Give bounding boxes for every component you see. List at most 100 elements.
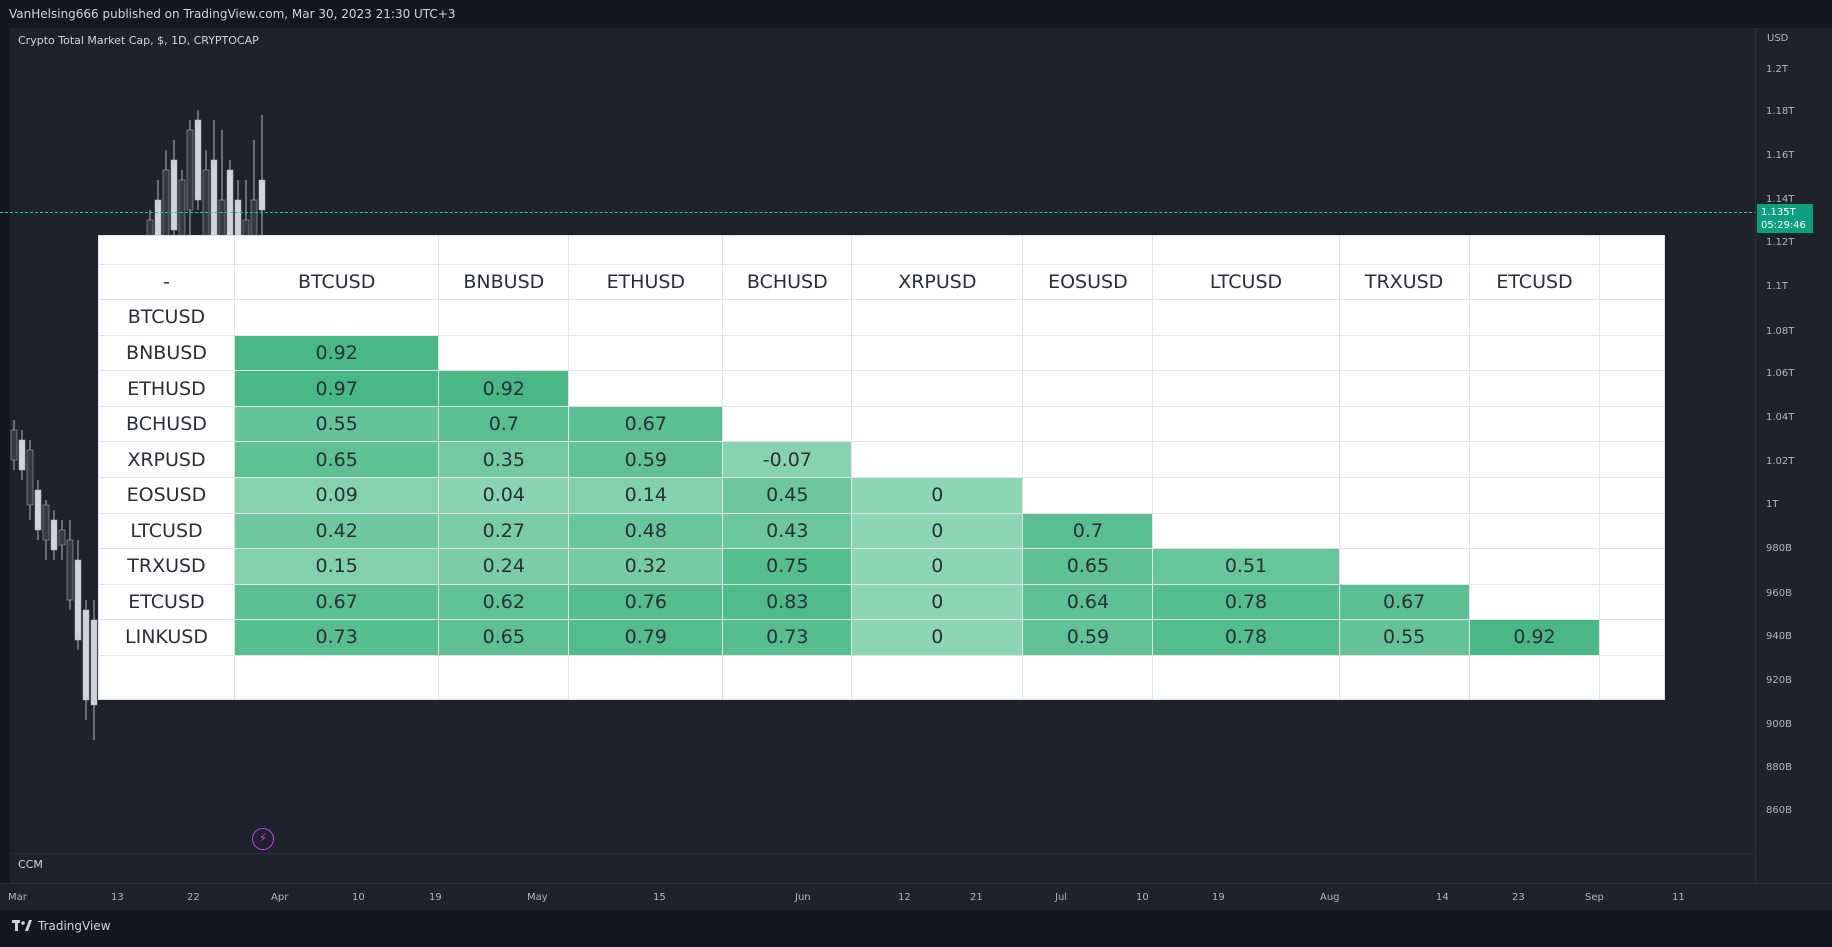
publish-info-text: VanHelsing666 published on TradingView.c… — [9, 7, 456, 21]
table-row: LTCUSD 0.42 0.27 0.48 0.43 0 0.7 — [98, 512, 1665, 550]
table-cell — [851, 654, 1024, 701]
row-header: EOSUSD — [98, 476, 235, 514]
table-cell — [1338, 405, 1470, 443]
correlation-cell: 0 — [851, 583, 1024, 621]
table-row: ETCUSD 0.67 0.62 0.76 0.83 0 0.64 0.78 0.67 — [98, 583, 1665, 621]
column-header: ETCUSD — [1468, 264, 1601, 301]
correlation-cell: 0.78 — [1152, 619, 1340, 656]
table-cell — [1152, 512, 1340, 550]
table-cell — [722, 654, 853, 701]
correlation-cell: 0.51 — [1152, 548, 1340, 585]
time-axis-label: Sep — [1585, 892, 1604, 903]
table-cell — [1152, 441, 1340, 478]
time-axis-label: 22 — [187, 892, 200, 903]
current-price-line — [0, 212, 1757, 213]
table-cell — [1468, 334, 1601, 372]
price-axis[interactable]: USD — [1755, 28, 1832, 908]
column-header: EOSUSD — [1022, 264, 1154, 301]
price-axis-label: 1.1T — [1766, 281, 1789, 292]
table-cell — [1152, 654, 1340, 701]
correlation-cell: 0.76 — [568, 583, 724, 621]
time-axis[interactable] — [0, 883, 1832, 910]
correlation-cell: 0.97 — [233, 370, 440, 407]
correlation-cell: 0.75 — [722, 548, 853, 585]
correlation-cell: 0.7 — [438, 405, 570, 443]
table-cell — [1338, 234, 1470, 266]
column-header: LTCUSD — [1152, 264, 1340, 301]
lightning-icon[interactable]: ⚡ — [252, 828, 274, 850]
table-cell — [568, 370, 724, 407]
table-cell — [1022, 334, 1154, 372]
time-axis-label: 15 — [653, 892, 666, 903]
correlation-cell: 0 — [851, 512, 1024, 550]
price-axis-label: 1.06T — [1766, 368, 1795, 379]
table-cell — [1599, 264, 1665, 301]
table-cell — [1022, 476, 1154, 514]
row-header: BNBUSD — [98, 334, 235, 372]
table-cell — [1599, 299, 1665, 336]
time-axis-label: Jul — [1055, 892, 1068, 903]
price-axis-label: 980B — [1766, 543, 1792, 554]
table-cell — [722, 370, 853, 407]
time-axis-label: 13 — [111, 892, 124, 903]
tradingview-logo[interactable]: TradingView — [12, 919, 111, 933]
chart-title[interactable]: Crypto Total Market Cap, $, 1D, CRYPTOCA… — [18, 34, 259, 47]
row-header: ETCUSD — [98, 583, 235, 621]
table-cell — [1599, 654, 1665, 701]
correlation-cell: 0.35 — [438, 441, 570, 478]
row-header: LINKUSD — [98, 619, 235, 656]
table-cell — [1022, 299, 1154, 336]
table-cell — [851, 405, 1024, 443]
table-cell — [1599, 619, 1665, 656]
table-cell — [1468, 548, 1601, 585]
price-axis-label: 1.14T — [1766, 194, 1795, 205]
correlation-cell: 0.48 — [568, 512, 724, 550]
time-axis-label: May — [527, 892, 548, 903]
correlation-cell: 0 — [851, 476, 1024, 514]
indicator-pane[interactable] — [10, 853, 1755, 883]
row-header: BCHUSD — [98, 405, 235, 443]
column-header: XRPUSD — [851, 264, 1024, 301]
footer — [0, 910, 1832, 947]
current-price-value: 1.135T — [1761, 207, 1796, 218]
time-axis-label: Mar — [8, 892, 27, 903]
correlation-cell: 0.59 — [568, 441, 724, 478]
indicator-label[interactable]: CCM — [18, 858, 43, 871]
table-cell — [438, 234, 570, 266]
time-axis-label: 14 — [1436, 892, 1449, 903]
table-row: TRXUSD 0.15 0.24 0.32 0.75 0 0.65 0.51 — [98, 548, 1665, 585]
correlation-cell: 0.73 — [722, 619, 853, 656]
table-cell — [1152, 370, 1340, 407]
table-cell — [851, 370, 1024, 407]
correlation-cell: 0.04 — [438, 476, 570, 514]
correlation-cell: 0.62 — [438, 583, 570, 621]
time-axis-label: Apr — [271, 892, 289, 903]
correlation-cell: 0.43 — [722, 512, 853, 550]
table-cell — [1022, 441, 1154, 478]
correlation-cell: 0 — [851, 619, 1024, 656]
table-row: ETHUSD 0.97 0.92 — [98, 370, 1665, 407]
correlation-cell: 0.65 — [438, 619, 570, 656]
price-axis-label: 1.2T — [1766, 64, 1789, 75]
row-header: BTCUSD — [98, 299, 235, 336]
table-cell — [1599, 234, 1665, 266]
correlation-cell: 0.67 — [233, 583, 440, 621]
correlation-cell: 0.55 — [1338, 619, 1470, 656]
row-header: ETHUSD — [98, 370, 235, 407]
table-cell — [1338, 548, 1470, 585]
time-axis-label: 23 — [1512, 892, 1525, 903]
correlation-cell: 0.83 — [722, 583, 853, 621]
table-cell — [1468, 299, 1601, 336]
table-cell — [1338, 654, 1470, 701]
table-cell — [1468, 583, 1601, 621]
time-axis-label: 21 — [970, 892, 983, 903]
table-row — [98, 654, 1665, 701]
table-corner: - — [98, 264, 235, 301]
correlation-cell: -0.07 — [722, 441, 853, 478]
table-cell — [722, 234, 853, 266]
price-axis-label: 1T — [1766, 499, 1779, 510]
table-cell — [722, 299, 853, 336]
table-cell — [1599, 441, 1665, 478]
table-cell — [1599, 405, 1665, 443]
time-axis-label: 19 — [429, 892, 442, 903]
